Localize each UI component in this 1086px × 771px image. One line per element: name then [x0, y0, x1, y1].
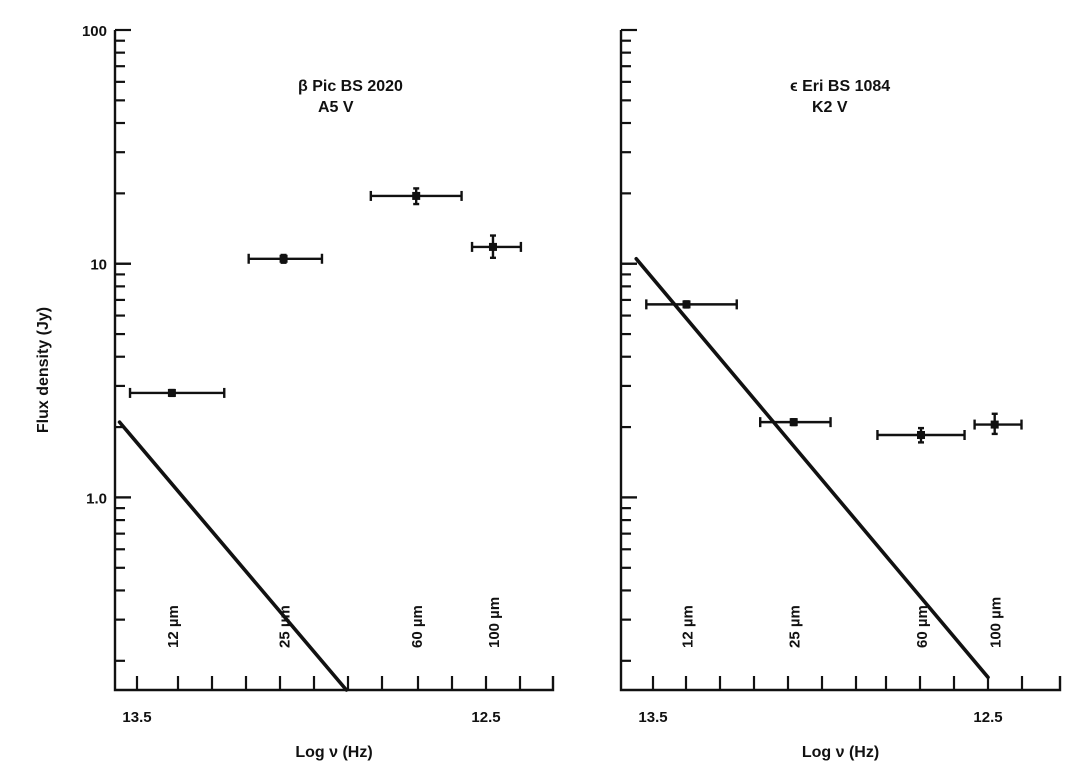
band-label: 100 µm: [988, 597, 1005, 648]
photosphere-model-line: [117, 420, 349, 692]
panel-epsilon-eri: 13.5 12.5 Log ν (Hz) ϵ Eri BS 1084 K2 V 12 µm…: [619, 28, 1062, 761]
band-label: 25 µm: [277, 605, 294, 648]
y-tick-label: 100: [82, 23, 107, 40]
data-point: [789, 418, 798, 427]
band-label: 60 µm: [914, 605, 931, 648]
panel-title: ϵ Eri BS 1084: [790, 78, 890, 95]
band-label: 100 µm: [486, 597, 503, 648]
y-tick-label: 10: [90, 257, 107, 274]
data-point: [917, 430, 925, 439]
data-point: [682, 300, 691, 309]
x-tick-label: 12.5: [973, 709, 1002, 726]
data-point: [412, 191, 421, 200]
data-point: [167, 388, 176, 397]
band-label: 12 µm: [165, 605, 182, 648]
band-label: 25 µm: [787, 605, 804, 648]
x-tick-label: 13.5: [122, 709, 151, 726]
x-tick-label: 12.5: [471, 709, 500, 726]
panel-subtitle: K2 V: [812, 99, 848, 116]
x-tick-label: 13.5: [638, 709, 667, 726]
x-axis-label: Log ν (Hz): [802, 744, 879, 761]
axis-frame: [619, 30, 1062, 692]
axis-frame: [113, 30, 555, 692]
data-point: [279, 254, 288, 263]
band-label: 12 µm: [680, 605, 697, 648]
y-axis-label: Flux density (Jy): [35, 307, 52, 433]
data-point: [990, 420, 999, 429]
data-point: [488, 242, 497, 251]
y-tick-label: 1.0: [86, 490, 107, 507]
panel-beta-pic: 13.5 12.5 100 10 1.0 Log ν (Hz) Flux density (…: [35, 23, 555, 761]
band-label: 60 µm: [409, 605, 426, 648]
x-axis-label: Log ν (Hz): [295, 744, 372, 761]
photosphere-model-line: [634, 256, 990, 680]
panel-title: β Pic BS 2020: [298, 78, 403, 95]
panel-subtitle: A5 V: [318, 99, 354, 116]
